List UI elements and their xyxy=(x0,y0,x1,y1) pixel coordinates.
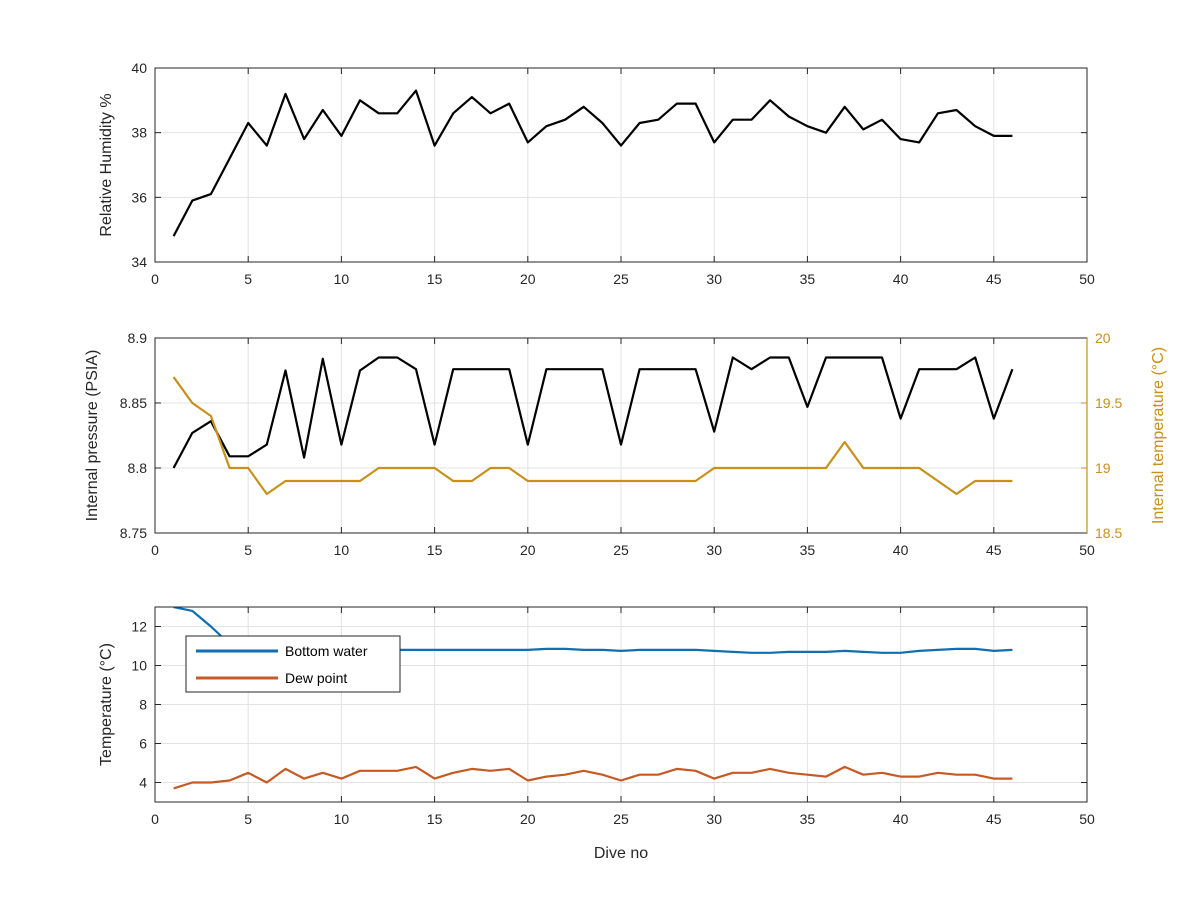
x-tick-label: 25 xyxy=(613,542,629,558)
y-right-tick-label: 18.5 xyxy=(1095,525,1122,541)
x-axis-label: Dive no xyxy=(594,845,648,862)
x-tick-label: 35 xyxy=(800,271,816,287)
x-tick-label: 30 xyxy=(706,271,722,287)
y-right-tick-label: 20 xyxy=(1095,330,1111,346)
y-tick-label: 10 xyxy=(131,658,147,674)
x-tick-label: 20 xyxy=(520,811,536,827)
x-tick-label: 15 xyxy=(427,542,443,558)
x-tick-label: 45 xyxy=(986,811,1002,827)
series-line-1 xyxy=(172,356,1014,469)
x-tick-label: 40 xyxy=(893,542,909,558)
x-tick-label: 10 xyxy=(334,542,350,558)
x-tick-label: 25 xyxy=(613,811,629,827)
y-right-axis-label: Internal temperature (°C) xyxy=(1150,347,1167,524)
series-line-2 xyxy=(172,376,1013,496)
y-right-tick-label: 19 xyxy=(1095,460,1111,476)
x-tick-label: 45 xyxy=(986,542,1002,558)
y-tick-label: 38 xyxy=(131,125,147,141)
y-tick-label: 8.75 xyxy=(120,525,147,541)
y-tick-label: 36 xyxy=(131,189,147,205)
y-tick-label: 8.8 xyxy=(128,460,148,476)
y-tick-label: 4 xyxy=(139,775,147,791)
x-tick-label: 35 xyxy=(800,811,816,827)
subplot-2: 0 5 10 15 20 25 30 35 40 45 50 8.75 8.8 8.85 8.9 18.5 19… xyxy=(84,330,1167,558)
y-tick-label: 8.85 xyxy=(120,395,147,411)
x-tick-label: 10 xyxy=(334,271,350,287)
x-tick-label: 5 xyxy=(244,811,252,827)
y-axis-label: Internal pressure (PSIA) xyxy=(84,350,101,522)
series-line-1 xyxy=(172,89,1013,237)
x-tick-label: 50 xyxy=(1079,542,1095,558)
x-tick-label: 50 xyxy=(1079,271,1095,287)
x-tick-label: 10 xyxy=(334,811,350,827)
legend-box xyxy=(185,635,401,693)
y-right-tick-label: 19.5 xyxy=(1095,395,1122,411)
x-tick-label: 40 xyxy=(893,811,909,827)
x-tick-label: 25 xyxy=(613,271,629,287)
y-axis-label: Temperature (°C) xyxy=(98,643,115,766)
y-tick-label: 6 xyxy=(139,736,147,752)
x-tick-label: 0 xyxy=(151,271,159,287)
y-tick-label: 34 xyxy=(131,254,147,270)
subplot-3: 0 5 10 15 20 25 30 35 40 45 50 4 6 8 10 12 Temperature (… xyxy=(98,606,1095,862)
series-dew-point xyxy=(173,765,1013,790)
x-tick-label: 5 xyxy=(244,271,252,287)
y-tick-label: 12 xyxy=(131,619,147,635)
x-tick-label: 0 xyxy=(151,542,159,558)
x-tick-label: 30 xyxy=(706,542,722,558)
x-tick-label: 40 xyxy=(893,271,909,287)
x-tick-label: 20 xyxy=(520,542,536,558)
x-tick-label: 15 xyxy=(427,271,443,287)
x-tick-label: 45 xyxy=(986,271,1002,287)
x-tick-label: 30 xyxy=(706,811,722,827)
axes-box xyxy=(154,67,1088,263)
y-tick-label: 40 xyxy=(131,60,147,76)
subplot-1: 0 5 10 15 20 25 30 35 40 45 50 34 36 38 40 Relative Hum… xyxy=(98,60,1095,287)
legend: Bottom water Dew point xyxy=(185,635,401,693)
y-tick-label: 8 xyxy=(139,697,147,713)
y-tick-label: 8.9 xyxy=(128,330,148,346)
axes-box xyxy=(154,606,1088,803)
x-tick-label: 50 xyxy=(1079,811,1095,827)
x-tick-label: 5 xyxy=(244,542,252,558)
legend-label: Dew point xyxy=(285,670,347,686)
x-tick-label: 0 xyxy=(151,811,159,827)
y-axis-label: Relative Humidity % xyxy=(98,93,115,236)
x-tick-label: 15 xyxy=(427,811,443,827)
legend-label: Bottom water xyxy=(285,643,368,659)
x-tick-label: 20 xyxy=(520,271,536,287)
x-tick-label: 35 xyxy=(800,542,816,558)
